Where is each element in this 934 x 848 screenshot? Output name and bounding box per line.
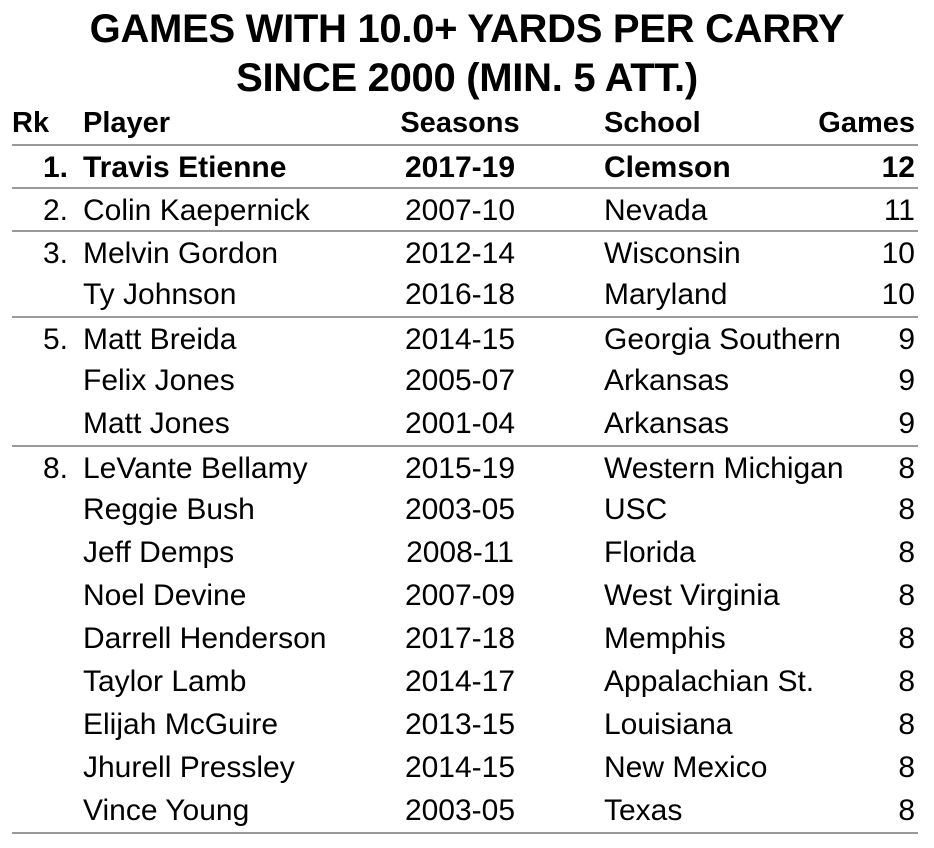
player-cell: Elijah McGuire <box>83 708 279 741</box>
school-cell: Appalachian St. <box>604 665 815 698</box>
school-cell: Memphis <box>604 622 726 655</box>
table-row: 3. Melvin Gordon 2012-14 Wisconsin 10 <box>12 230 918 275</box>
table-row: Vince Young 2003-05 Texas 8 <box>12 789 918 832</box>
player-cell: Matt Jones <box>83 407 230 440</box>
games-cell: 11 <box>883 194 915 227</box>
player-cell: Ty Johnson <box>83 278 237 311</box>
player-cell: Noel Devine <box>83 579 247 612</box>
school-cell: USC <box>604 493 668 526</box>
school-cell: New Mexico <box>604 751 768 784</box>
table-row: Felix Jones 2005-07 Arkansas 9 <box>12 359 918 402</box>
player-cell: Melvin Gordon <box>83 237 279 270</box>
seasons-cell: 2005-07 <box>404 364 516 397</box>
table-bottom-rule <box>12 832 918 834</box>
table-row: Noel Devine 2007-09 West Virginia 8 <box>12 574 918 617</box>
player-cell: Felix Jones <box>83 364 235 397</box>
games-cell: 8 <box>898 794 915 827</box>
games-cell: 8 <box>898 493 915 526</box>
title-line-1: GAMES WITH 10.0+ YARDS PER CARRY <box>89 7 845 51</box>
school-cell: Arkansas <box>604 364 730 397</box>
seasons-cell: 2016-18 <box>404 278 516 311</box>
games-cell: 12 <box>881 151 915 184</box>
games-cell: 8 <box>898 708 915 741</box>
seasons-cell: 2014-15 <box>404 751 516 784</box>
player-cell: Jeff Demps <box>83 536 235 569</box>
games-cell: 9 <box>898 407 915 440</box>
games-cell: 8 <box>898 579 915 612</box>
games-cell: 8 <box>898 665 915 698</box>
seasons-cell: 2001-04 <box>404 407 516 440</box>
seasons-cell: 2015-19 <box>404 452 516 485</box>
games-cell: 8 <box>898 452 915 485</box>
table-row: Reggie Bush 2003-05 USC 8 <box>12 488 918 531</box>
table-row: 5. Matt Breida 2014-15 Georgia Southern 9 <box>12 316 918 361</box>
seasons-cell: 2012-14 <box>404 237 516 270</box>
header-player: Player <box>83 107 171 139</box>
player-cell: Matt Breida <box>83 323 237 356</box>
school-cell: West Virginia <box>604 579 780 612</box>
table-row: Jhurell Pressley 2014-15 New Mexico 8 <box>12 746 918 789</box>
rank-cell: 3. <box>42 237 68 270</box>
table-row: Jeff Demps 2008-11 Florida 8 <box>12 531 918 574</box>
school-cell: Arkansas <box>604 407 730 440</box>
school-cell: Florida <box>604 536 696 569</box>
table-row: 1. Travis Etienne 2017-19 Clemson 12 <box>12 144 918 189</box>
header-seasons: Seasons <box>400 107 520 139</box>
header-games: Games <box>818 107 915 139</box>
school-cell: Clemson <box>604 151 731 184</box>
games-cell: 8 <box>898 622 915 655</box>
seasons-cell: 2014-17 <box>404 665 516 698</box>
seasons-cell: 2014-15 <box>404 323 516 356</box>
rank-cell: 5. <box>42 323 68 356</box>
player-cell: Jhurell Pressley <box>83 751 295 784</box>
table-row: Ty Johnson 2016-18 Maryland 10 <box>12 273 918 316</box>
seasons-cell: 2013-15 <box>404 708 516 741</box>
school-cell: Wisconsin <box>604 237 741 270</box>
player-cell: Taylor Lamb <box>83 665 247 698</box>
rank-cell: 8. <box>42 452 68 485</box>
seasons-cell: 2003-05 <box>404 794 516 827</box>
seasons-cell: 2007-10 <box>404 194 516 227</box>
player-cell: Travis Etienne <box>83 151 287 184</box>
games-cell: 9 <box>898 364 915 397</box>
seasons-cell: 2003-05 <box>404 493 516 526</box>
table-header: Rk Player Seasons School Games <box>12 102 918 145</box>
rank-cell: 2. <box>42 194 68 227</box>
school-cell: Texas <box>604 794 683 827</box>
table-row: Matt Jones 2001-04 Arkansas 9 <box>12 402 918 445</box>
games-cell: 8 <box>898 751 915 784</box>
school-cell: Western Michigan <box>604 452 844 485</box>
table-row: Darrell Henderson 2017-18 Memphis 8 <box>12 617 918 660</box>
header-rk: Rk <box>12 107 50 139</box>
seasons-cell: 2017-18 <box>404 622 516 655</box>
player-cell: Colin Kaepernick <box>83 194 310 227</box>
rank-cell: 1. <box>42 151 68 184</box>
table-row: Taylor Lamb 2014-17 Appalachian St. 8 <box>12 660 918 703</box>
player-cell: Vince Young <box>83 794 250 827</box>
player-cell: Reggie Bush <box>83 493 255 526</box>
games-cell: 10 <box>881 278 915 311</box>
school-cell: Nevada <box>604 194 708 227</box>
table-row: 2. Colin Kaepernick 2007-10 Nevada 11 <box>12 187 918 232</box>
table-row: Elijah McGuire 2013-15 Louisiana 8 <box>12 703 918 746</box>
school-cell: Maryland <box>604 278 728 311</box>
table-row: 8. LeVante Bellamy 2015-19 Western Michigan… <box>12 445 918 490</box>
player-cell: Darrell Henderson <box>83 622 327 655</box>
player-cell: LeVante Bellamy <box>83 452 308 485</box>
games-cell: 9 <box>898 323 915 356</box>
seasons-cell: 2008-11 <box>406 536 514 569</box>
games-cell: 10 <box>881 237 915 270</box>
title-line-2: SINCE 2000 (MIN. 5 ATT.) <box>236 56 698 100</box>
header-school: School <box>604 107 701 139</box>
school-cell: Georgia Southern <box>604 323 841 356</box>
school-cell: Louisiana <box>604 708 733 741</box>
seasons-cell: 2017-19 <box>404 151 516 184</box>
games-cell: 8 <box>898 536 915 569</box>
seasons-cell: 2007-09 <box>404 579 516 612</box>
